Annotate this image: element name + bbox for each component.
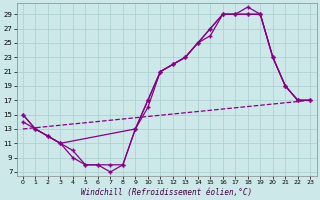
X-axis label: Windchill (Refroidissement éolien,°C): Windchill (Refroidissement éolien,°C): [81, 188, 252, 197]
